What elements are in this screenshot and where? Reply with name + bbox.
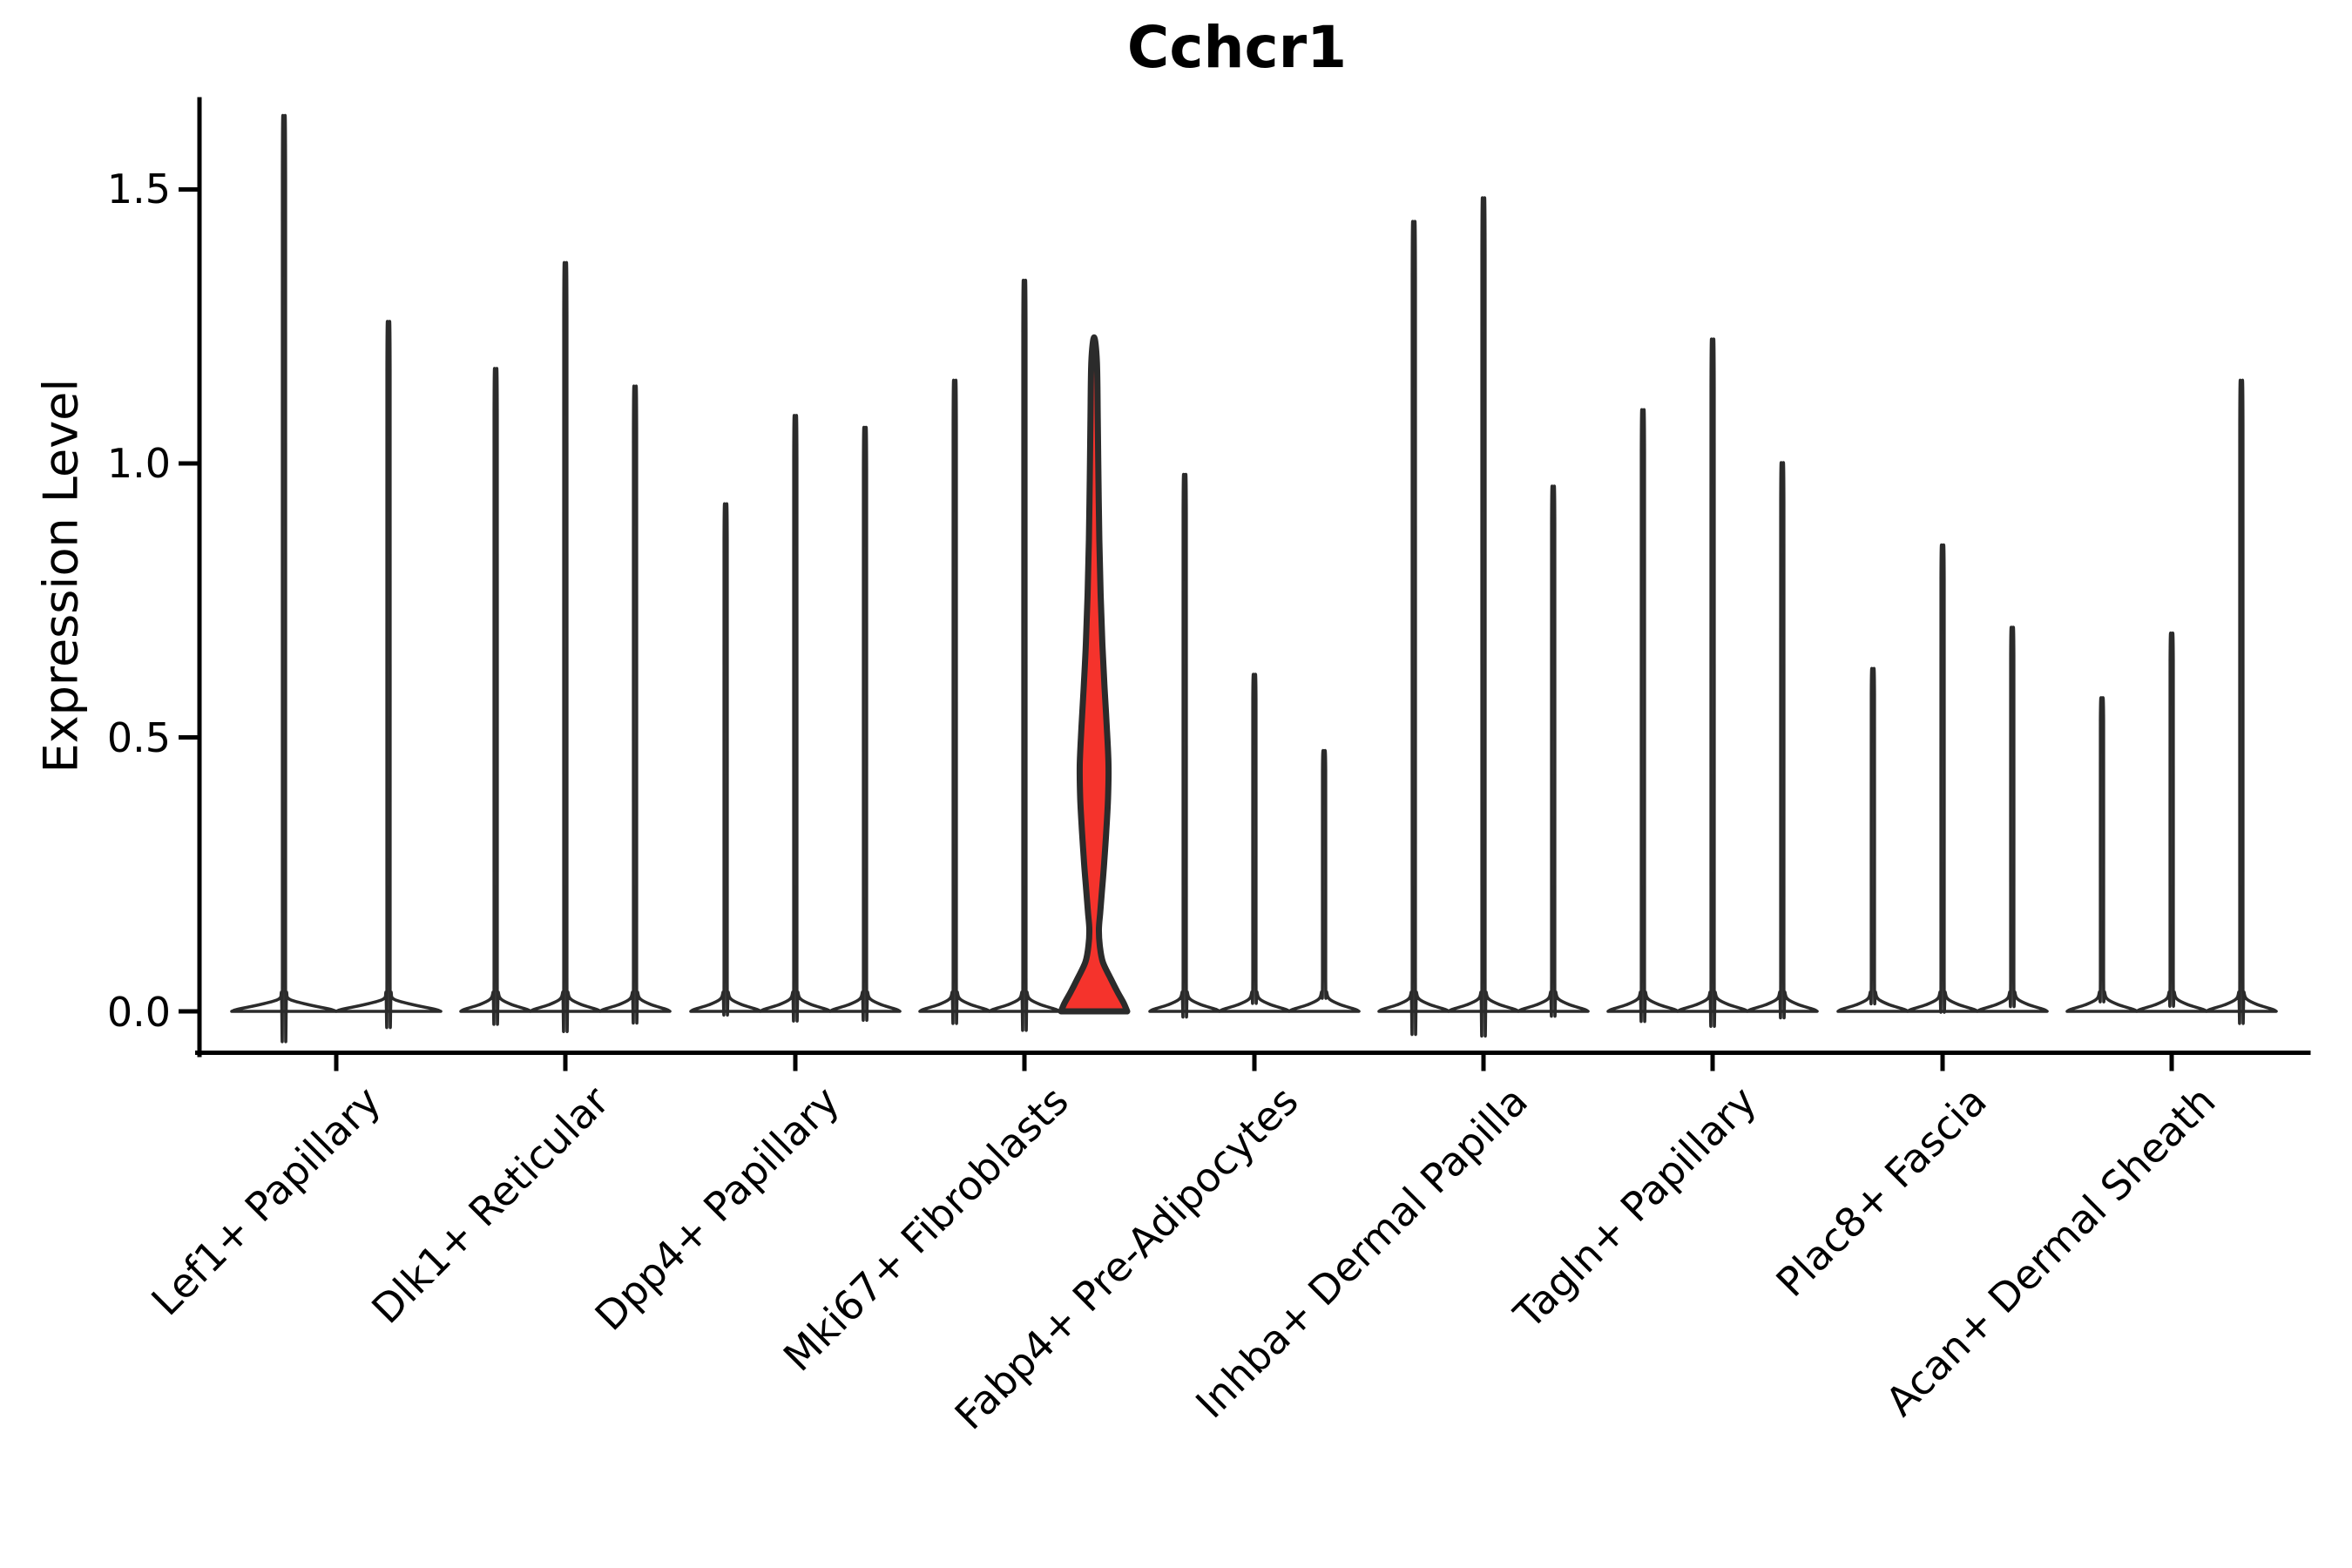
- violin: [1976, 625, 2049, 1013]
- violin: [2205, 378, 2278, 1025]
- violin: [1288, 748, 1361, 1013]
- violin: [689, 502, 762, 1017]
- violin: [1148, 472, 1221, 1019]
- violin: [598, 384, 672, 1025]
- violin: [918, 378, 991, 1025]
- violin: [1447, 196, 1520, 1038]
- y-tick-label-1p0: 1.0: [106, 440, 171, 487]
- violin: [2065, 696, 2139, 1013]
- violin: [1746, 461, 1819, 1020]
- page-title: Cchcr1: [1126, 14, 1348, 81]
- violin: [335, 320, 443, 1030]
- violin: [1606, 408, 1680, 1024]
- violin: [230, 113, 338, 1044]
- y-tick-label-0p0: 0.0: [106, 989, 171, 1036]
- y-axis-label: Expression Level: [33, 378, 89, 774]
- violin: [1676, 337, 1749, 1028]
- y-tick-label-1p5: 1.5: [106, 166, 171, 213]
- violin: [459, 367, 532, 1026]
- violin: [1218, 672, 1291, 1013]
- violin: [828, 425, 902, 1023]
- violin: [1377, 220, 1450, 1037]
- violin: [529, 260, 602, 1033]
- violin: [2135, 632, 2208, 1013]
- violin-highlighted: [1058, 334, 1131, 1015]
- violin: [1836, 666, 1909, 1013]
- violin: [988, 278, 1061, 1032]
- y-tick-label-0p5: 0.5: [106, 714, 171, 761]
- violin: [1906, 543, 1979, 1014]
- violin: [759, 414, 832, 1023]
- violin: [1517, 484, 1590, 1018]
